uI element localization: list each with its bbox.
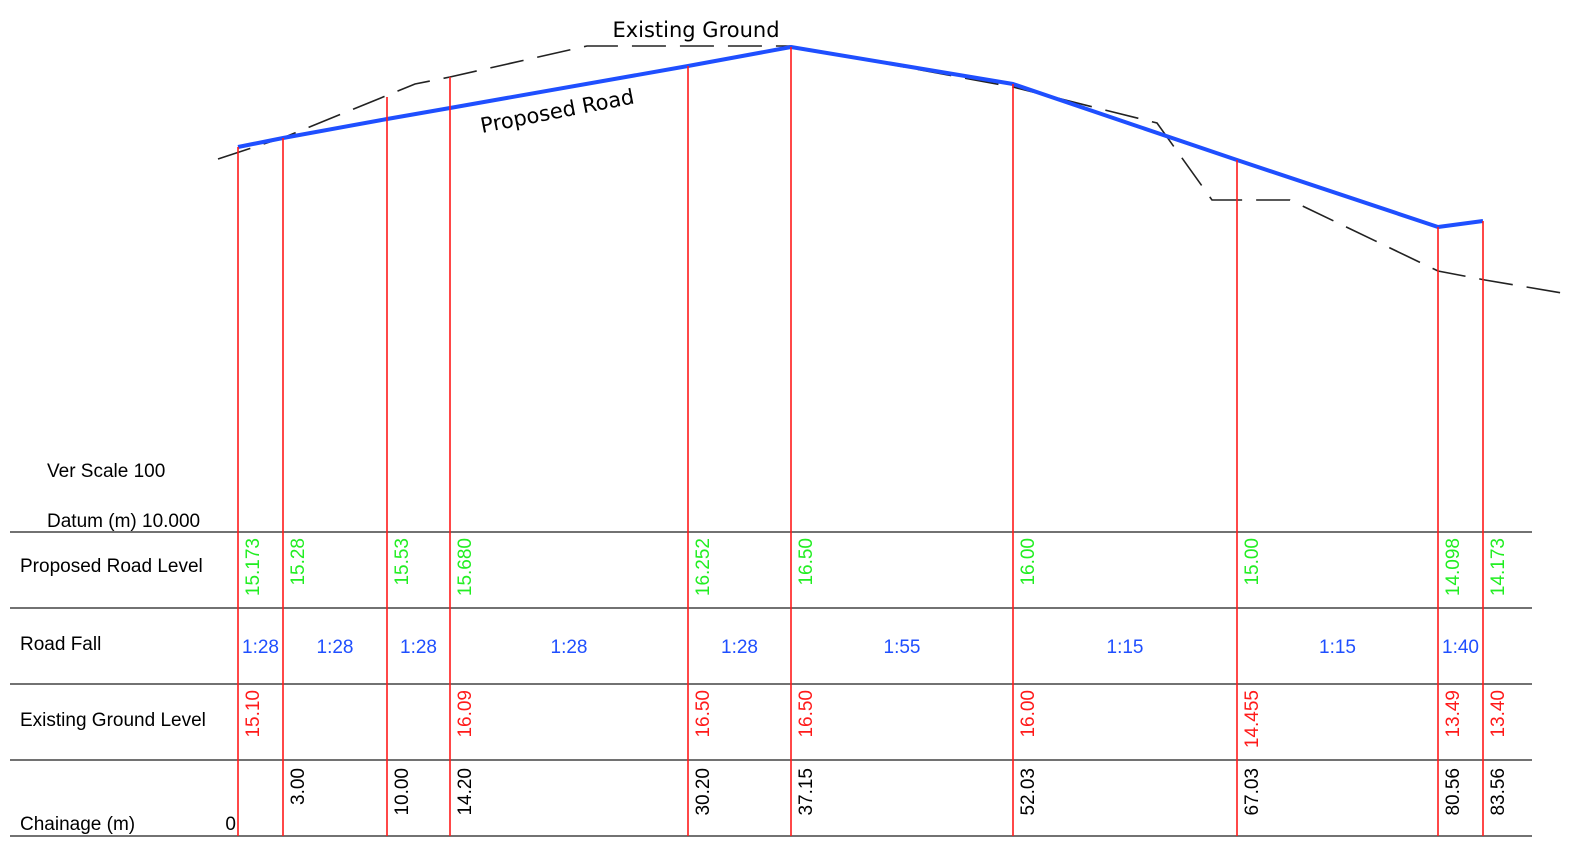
proposed-level-value: 15.173 bbox=[243, 538, 264, 596]
chainage-value: 14.20 bbox=[455, 768, 476, 816]
proposed-level-value: 15.680 bbox=[455, 538, 476, 596]
existing-level-value: 16.50 bbox=[796, 690, 817, 738]
chainage-value: 80.56 bbox=[1443, 768, 1464, 816]
proposed-level-value: 14.173 bbox=[1488, 538, 1509, 596]
existing-level-value: 14.455 bbox=[1242, 690, 1263, 748]
road-fall-value: 1:15 bbox=[1319, 637, 1356, 658]
row-label-proposed-road-level: Proposed Road Level bbox=[20, 556, 203, 577]
existing-level-value: 13.40 bbox=[1488, 690, 1509, 738]
existing-level-value: 16.50 bbox=[693, 690, 714, 738]
existing-level-value: 16.09 bbox=[455, 690, 476, 738]
chainage-value: 37.15 bbox=[796, 768, 817, 816]
existing-level-value: 13.49 bbox=[1443, 690, 1464, 738]
proposed-level-value: 16.00 bbox=[1018, 538, 1039, 586]
existing-ground-label: Existing Ground bbox=[612, 18, 779, 42]
proposed-level-value: 15.28 bbox=[288, 538, 309, 586]
table-grid bbox=[10, 531, 1532, 837]
chainage-value: 10.00 bbox=[392, 768, 413, 816]
chainage-value: 30.20 bbox=[693, 768, 714, 816]
datum-label: Datum (m) 10.000 bbox=[47, 511, 200, 532]
chainage-value: 3.00 bbox=[288, 768, 309, 805]
road-fall-value: 1:28 bbox=[400, 637, 437, 658]
proposed-road-label: Proposed Road bbox=[478, 85, 636, 138]
stations: 15.173 15.10 0 15.28 3.00 15.53 10.00 15.680 16.… bbox=[225, 47, 1509, 836]
road-falls: 1:28 1:28 1:28 1:28 1:28 1:55 1:15 1:15 1:40 bbox=[242, 637, 1479, 658]
road-fall-value: 1:40 bbox=[1442, 637, 1479, 658]
road-fall-value: 1:15 bbox=[1107, 637, 1144, 658]
road-fall-value: 1:55 bbox=[884, 637, 921, 658]
proposed-level-value: 14.098 bbox=[1443, 538, 1464, 596]
chainage-value: 67.03 bbox=[1242, 768, 1263, 816]
proposed-level-value: 16.252 bbox=[693, 538, 714, 596]
existing-level-value: 16.00 bbox=[1018, 690, 1039, 738]
chainage-value: 0 bbox=[225, 814, 236, 835]
ver-scale-label: Ver Scale 100 bbox=[47, 461, 165, 482]
row-label-chainage: Chainage (m) bbox=[20, 814, 135, 835]
road-fall-value: 1:28 bbox=[721, 637, 758, 658]
road-fall-value: 1:28 bbox=[242, 637, 279, 658]
road-fall-value: 1:28 bbox=[551, 637, 588, 658]
proposed-level-value: 15.00 bbox=[1242, 538, 1263, 586]
row-label-existing-ground-level: Existing Ground Level bbox=[20, 710, 206, 731]
existing-level-value: 15.10 bbox=[243, 690, 264, 738]
proposed-level-value: 16.50 bbox=[796, 538, 817, 586]
road-fall-value: 1:28 bbox=[317, 637, 354, 658]
proposed-level-value: 15.53 bbox=[392, 538, 413, 586]
existing-ground-line bbox=[217, 45, 1569, 295]
chainage-value: 52.03 bbox=[1018, 768, 1039, 816]
chainage-value: 83.56 bbox=[1488, 768, 1509, 816]
proposed-road-line bbox=[237, 45, 1484, 229]
row-label-road-fall: Road Fall bbox=[20, 634, 101, 655]
